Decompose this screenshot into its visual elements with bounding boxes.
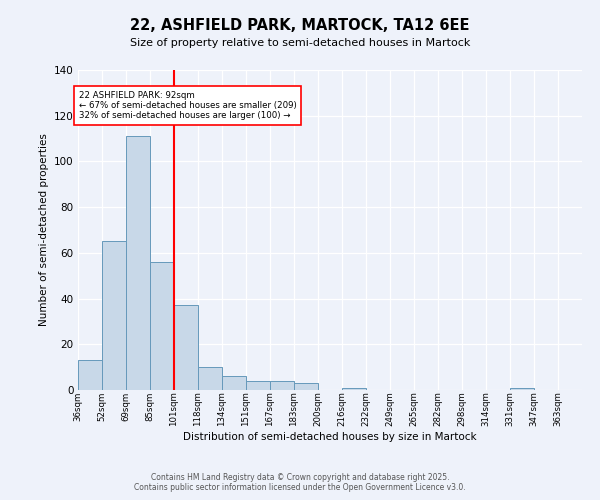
Bar	[102, 242, 126, 390]
Bar	[198, 367, 222, 390]
Text: 22 ASHFIELD PARK: 92sqm
← 67% of semi-detached houses are smaller (209)
32% of s: 22 ASHFIELD PARK: 92sqm ← 67% of semi-de…	[79, 90, 296, 120]
Bar	[270, 381, 294, 390]
Text: Contains HM Land Registry data © Crown copyright and database right 2025.: Contains HM Land Registry data © Crown c…	[151, 472, 449, 482]
Bar	[126, 136, 150, 390]
Text: Size of property relative to semi-detached houses in Martock: Size of property relative to semi-detach…	[130, 38, 470, 48]
Bar	[342, 388, 366, 390]
Y-axis label: Number of semi-detached properties: Number of semi-detached properties	[38, 134, 49, 326]
Bar	[78, 360, 102, 390]
Text: 22, ASHFIELD PARK, MARTOCK, TA12 6EE: 22, ASHFIELD PARK, MARTOCK, TA12 6EE	[130, 18, 470, 32]
Bar	[174, 306, 198, 390]
Bar	[510, 388, 534, 390]
Bar	[246, 381, 270, 390]
Text: Contains public sector information licensed under the Open Government Licence v3: Contains public sector information licen…	[134, 484, 466, 492]
X-axis label: Distribution of semi-detached houses by size in Martock: Distribution of semi-detached houses by …	[183, 432, 477, 442]
Bar	[222, 376, 246, 390]
Bar	[294, 383, 318, 390]
Bar	[150, 262, 174, 390]
